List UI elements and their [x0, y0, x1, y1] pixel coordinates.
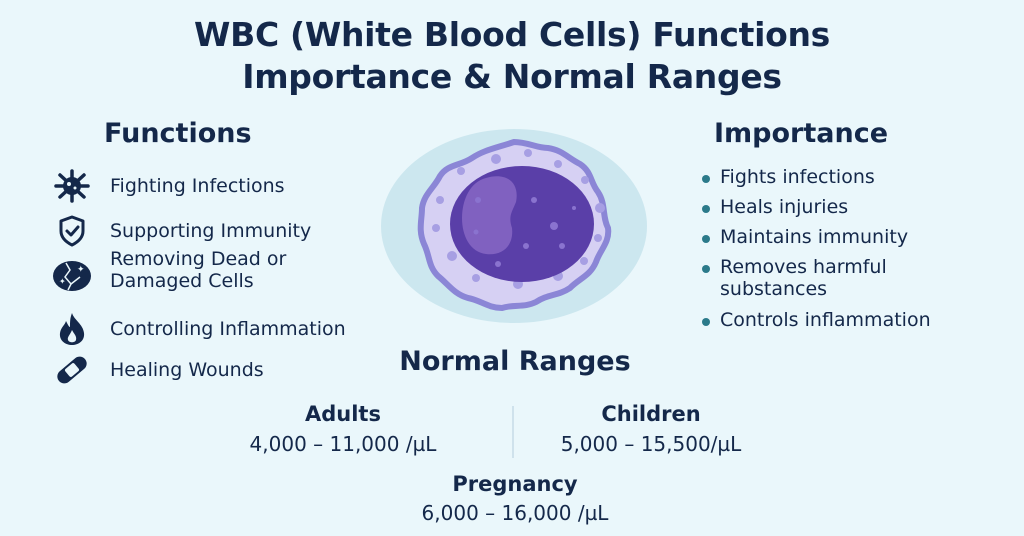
- children-label: Children: [601, 402, 701, 426]
- function-label: Controlling Inflammation: [110, 318, 346, 340]
- virus-icon: [50, 168, 94, 204]
- function-item-removing-dead-cells: ✦ ✦ Removing Dead or Damaged Cells: [50, 248, 430, 294]
- page-title: WBC (White Blood Cells) Functions Import…: [0, 14, 1024, 98]
- bullet-icon: [702, 318, 710, 326]
- wbc-illustration: [378, 128, 650, 324]
- flame-icon: [50, 311, 94, 347]
- bullet-icon: [702, 235, 710, 243]
- bullet-icon: [702, 265, 710, 273]
- children-value: 5,000 – 15,500/µL: [560, 432, 742, 456]
- pregnancy-label: Pregnancy: [452, 472, 578, 496]
- bullet-icon: [702, 175, 710, 183]
- function-label: Supporting Immunity: [110, 220, 312, 242]
- function-label: Fighting Infections: [110, 175, 285, 197]
- range-divider: [512, 406, 514, 458]
- title-line-2: Importance & Normal Ranges: [242, 57, 782, 96]
- bandage-icon: [50, 352, 94, 388]
- function-item-supporting-immunity: Supporting Immunity: [50, 213, 430, 249]
- pregnancy-value: 6,000 – 16,000 /µL: [421, 501, 609, 525]
- functions-heading: Functions: [104, 118, 252, 149]
- title-line-1: WBC (White Blood Cells) Functions: [194, 15, 830, 54]
- function-label: Removing Dead or Damaged Cells: [110, 248, 287, 292]
- svg-text:✦: ✦: [59, 277, 66, 286]
- importance-heading: Importance: [714, 118, 889, 149]
- adults-label: Adults: [305, 402, 381, 426]
- function-item-healing-wounds: Healing Wounds: [50, 352, 430, 388]
- bullet-icon: [702, 205, 710, 213]
- svg-text:✦: ✦: [77, 265, 85, 275]
- function-item-controlling-inflammation: Controlling Inflammation: [50, 311, 430, 347]
- normal-ranges-heading: Normal Ranges: [399, 346, 631, 377]
- function-label: Healing Wounds: [110, 359, 264, 381]
- shield-check-icon: [50, 213, 94, 249]
- adults-value: 4,000 – 11,000 /µL: [249, 432, 437, 456]
- function-item-fighting-infections: Fighting Infections: [50, 168, 430, 204]
- broken-cell-icon: ✦ ✦: [50, 258, 94, 294]
